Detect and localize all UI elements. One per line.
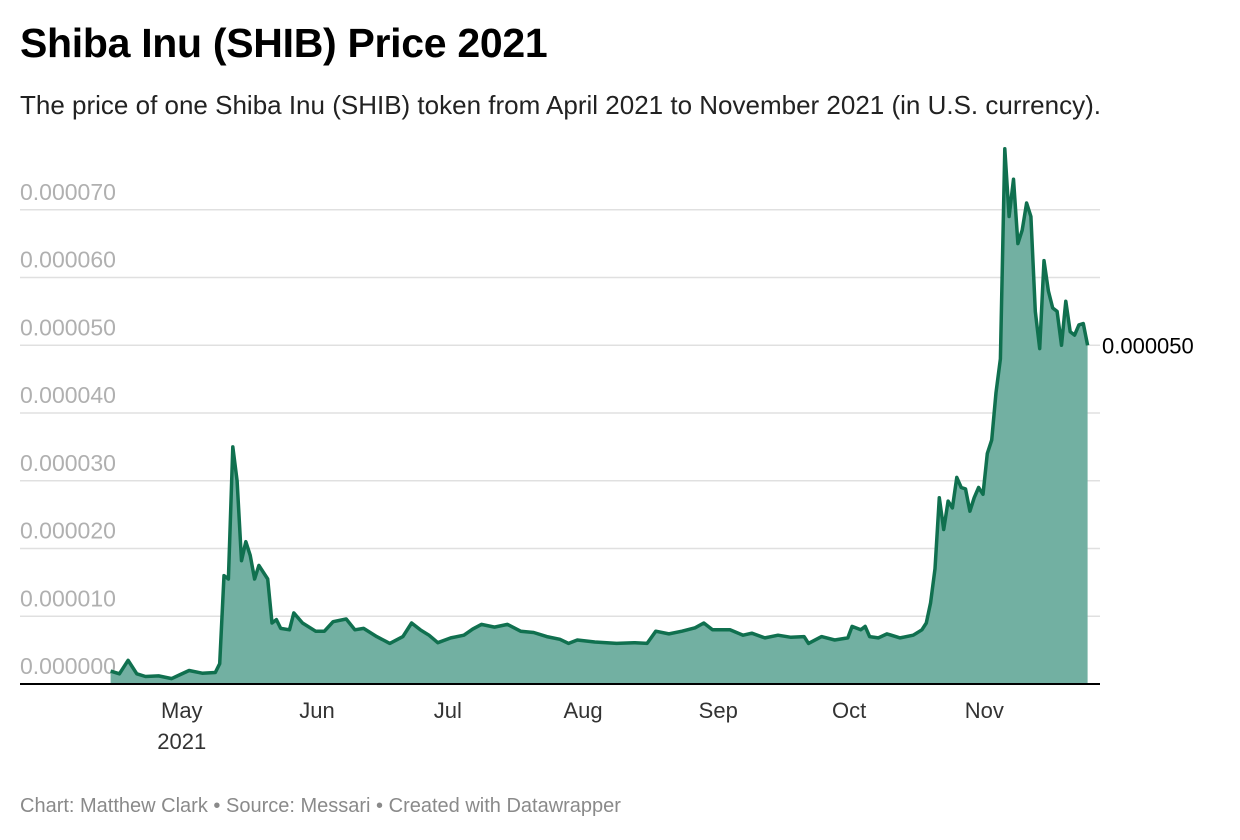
x-tick-label: May — [161, 698, 203, 723]
x-tick-label: Nov — [965, 698, 1004, 723]
price-line — [110, 147, 1090, 681]
x-axis-tick-labels: May 2021 Jun Jul Aug Sep Oct Nov — [157, 698, 1004, 754]
footer-created-with: Created with Datawrapper — [388, 795, 621, 817]
y-tick-label: 0.000070 — [20, 179, 116, 205]
x-tick-label: Jul — [434, 698, 462, 723]
x-tick-label: Oct — [832, 698, 866, 723]
y-tick-label: 0.000010 — [20, 585, 116, 611]
chart-footer: Chart: Matthew Clark • Source: Messari •… — [20, 795, 621, 818]
footer-source: Source: Messari — [225, 795, 371, 817]
footer-credit: Chart: Matthew Clark — [20, 795, 208, 817]
y-tick-label: 0.000050 — [20, 314, 116, 340]
x-tick-label: Sep — [699, 698, 738, 723]
y-tick-label: 0.000040 — [20, 382, 116, 408]
y-tick-label: 0.000030 — [20, 450, 116, 476]
y-axis-tick-labels: 0.000000 0.000010 0.000020 0.000030 0.000040… — [20, 179, 116, 679]
gridlines — [20, 209, 1100, 617]
x-tick-sublabel: 2021 — [157, 729, 206, 754]
x-tick-label: Jun — [299, 698, 334, 723]
x-tick-label: Aug — [563, 698, 602, 723]
price-area — [110, 148, 1088, 685]
y-tick-label: 0.000000 — [20, 653, 116, 679]
footer-separator-1: • — [213, 795, 221, 817]
y-tick-label: 0.000020 — [20, 518, 116, 544]
footer-separator-2: • — [376, 795, 384, 817]
end-value-label: 0.000050 — [1102, 333, 1194, 358]
chart-title: Shiba Inu (SHIB) Price 2021 — [20, 20, 548, 66]
chart-subtitle: The price of one Shiba Inu (SHIB) token … — [20, 90, 1101, 120]
y-tick-label: 0.000060 — [20, 247, 116, 273]
